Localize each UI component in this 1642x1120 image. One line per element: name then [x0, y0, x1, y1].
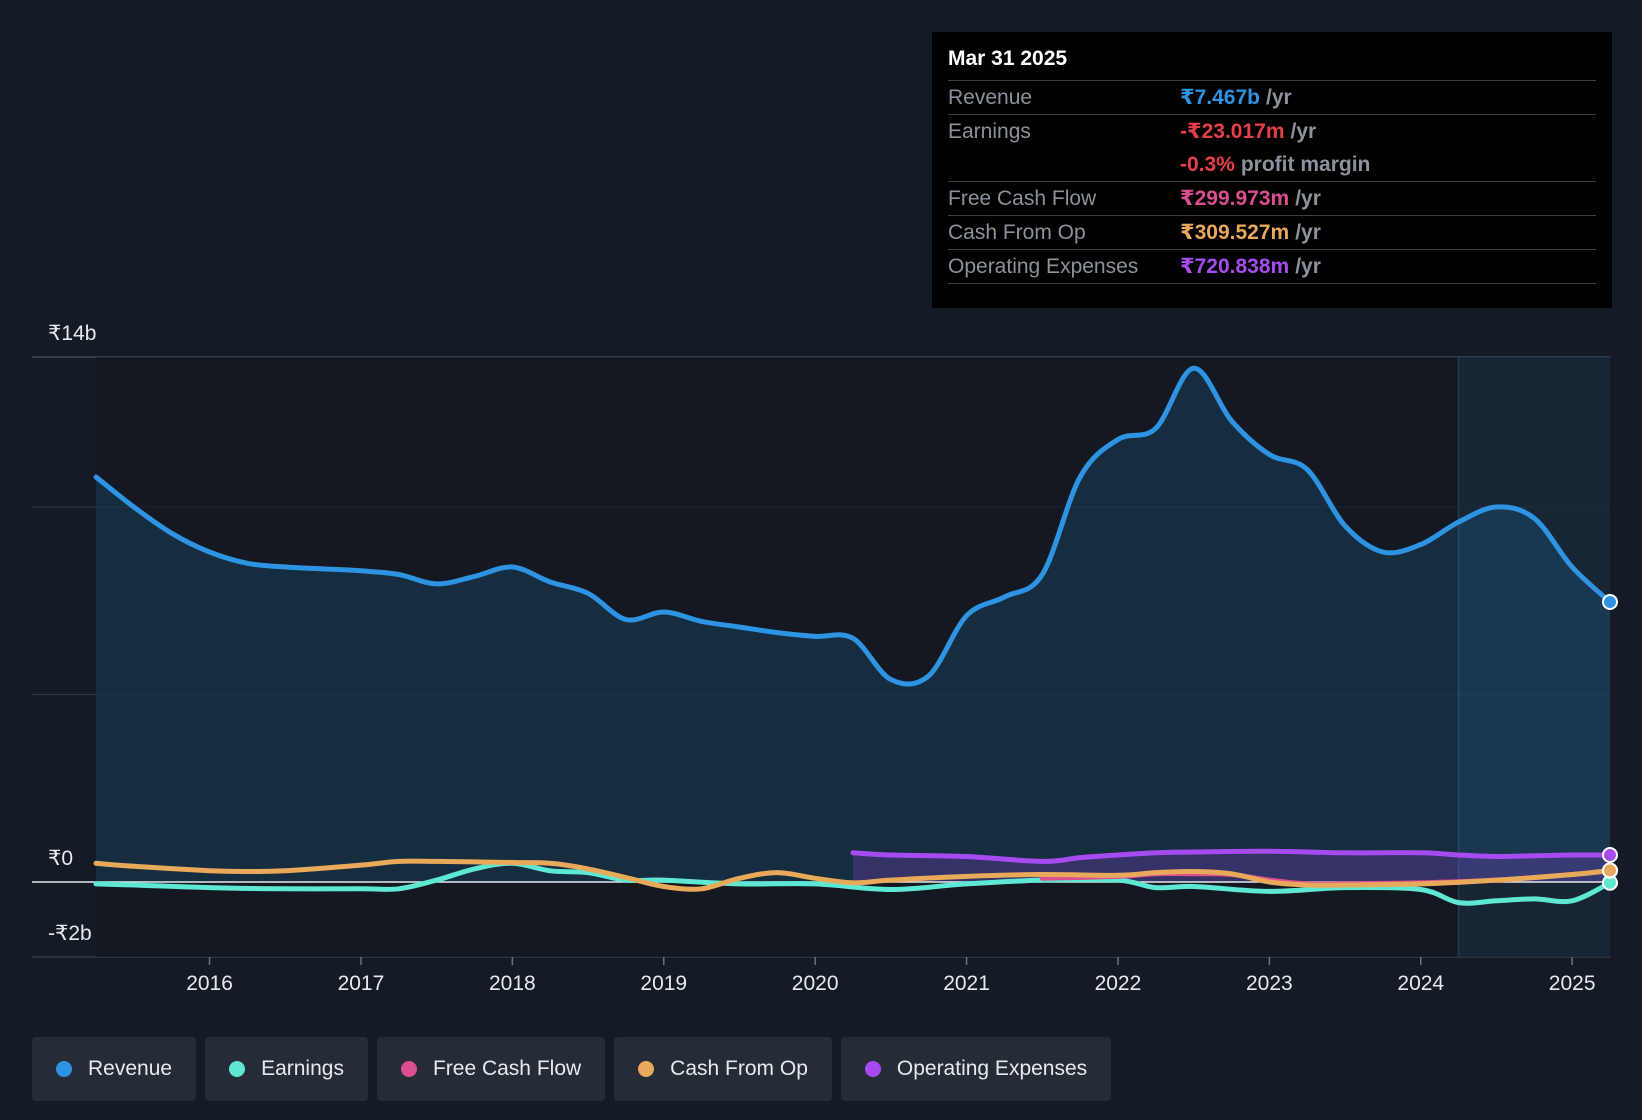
x-tick-label: 2025: [1549, 972, 1596, 995]
legend-dot-icon: [229, 1061, 246, 1077]
x-axis: 2016 2017 2018 2019 2020 2021 2022 2023 2024 2025: [186, 957, 1596, 995]
line-cash-from-op: [93, 858, 1613, 892]
series-endpoints: [1602, 593, 1618, 891]
tooltip-row-operating-expenses: Operating Expenses ₹720.838m /yr: [948, 249, 1596, 284]
legend-dot-icon: [638, 1061, 655, 1077]
legend-label: Revenue: [88, 1057, 173, 1080]
tooltip-row-revenue: Revenue ₹7.467b /yr: [948, 80, 1596, 114]
x-tick-label: 2022: [1095, 972, 1142, 995]
tooltip-row-cash-from-op: Cash From Op ₹309.527m /yr: [948, 215, 1596, 249]
tooltip-row-profit-margin: -0.3% profit margin: [948, 148, 1596, 181]
legend-item-revenue[interactable]: Revenue: [32, 1037, 197, 1101]
tooltip-date: Mar 31 2025: [948, 47, 1068, 70]
legend-item-earnings[interactable]: Earnings: [205, 1037, 368, 1101]
tooltip-unit: /yr: [1295, 255, 1321, 278]
legend-item-cash-from-op[interactable]: Cash From Op: [614, 1037, 832, 1101]
x-tick-label: 2024: [1397, 972, 1444, 995]
tooltip-value: ₹7.467b: [1180, 86, 1260, 109]
x-tick-label: 2017: [338, 972, 385, 995]
series-lines: [93, 365, 1613, 906]
tooltip-unit: /yr: [1266, 86, 1292, 109]
legend-label: Operating Expenses: [896, 1057, 1088, 1080]
tooltip-unit: profit margin: [1240, 153, 1371, 176]
data-tooltip: Mar 31 2025 Revenue ₹7.467b /yr Earnings…: [932, 32, 1612, 308]
endpoint-revenue: [1602, 593, 1618, 610]
legend-dot-icon: [864, 1061, 881, 1077]
legend-dot-icon: [56, 1061, 72, 1077]
x-tick-label: 2019: [640, 972, 687, 995]
tooltip-unit: /yr: [1290, 120, 1317, 143]
tooltip-unit: /yr: [1295, 187, 1321, 210]
legend-label: Earnings: [261, 1057, 344, 1080]
endpoint-cash-from-op: [1602, 862, 1618, 879]
legend-dot-icon: [400, 1061, 417, 1077]
x-tick-label: 2021: [943, 972, 990, 995]
x-tick-label: 2023: [1246, 972, 1293, 995]
tooltip-label: Revenue: [948, 86, 1033, 109]
line-revenue: [93, 365, 1613, 687]
tooltip-label: Free Cash Flow: [948, 187, 1097, 210]
area-revenue: [96, 368, 1610, 883]
tooltip-label: Cash From Op: [948, 221, 1086, 244]
x-tick-label: 2020: [792, 972, 839, 995]
tooltip-label: [948, 148, 1180, 181]
tooltip-value: -₹23.017m: [1180, 120, 1285, 143]
tooltip-value: ₹720.838m: [1180, 255, 1290, 278]
legend-label: Cash From Op: [670, 1057, 808, 1080]
tooltip-row-free-cash-flow: Free Cash Flow ₹299.973m /yr: [948, 181, 1596, 215]
tooltip-unit: /yr: [1295, 221, 1321, 244]
y-tick-bottom: -₹2b: [48, 922, 92, 945]
tooltip-row-earnings: Earnings -₹23.017m /yr: [948, 114, 1596, 148]
x-tick-label: 2018: [489, 972, 536, 995]
y-tick-zero: ₹0: [48, 847, 73, 870]
tooltip-value: ₹309.527m: [1180, 221, 1290, 244]
line-earnings: [93, 860, 1613, 906]
chart-legend: Revenue Earnings Free Cash Flow Cash Fro…: [32, 1037, 1112, 1101]
legend-item-free-cash-flow[interactable]: Free Cash Flow: [376, 1037, 606, 1101]
tooltip-value: -0.3%: [1180, 153, 1235, 176]
line-operating-expenses: [850, 848, 1613, 864]
y-tick-top: ₹14b: [48, 322, 96, 345]
plot-background: [96, 357, 1610, 957]
grid-lines: [32, 356, 1610, 958]
endpoint-operating-expenses: [1602, 847, 1618, 863]
legend-item-operating-expenses[interactable]: Operating Expenses: [840, 1037, 1112, 1101]
tooltip-label: Operating Expenses: [948, 255, 1139, 278]
x-tick-label: 2016: [186, 972, 233, 995]
legend-label: Free Cash Flow: [432, 1057, 582, 1080]
tooltip-label: Earnings: [948, 120, 1031, 143]
tooltip-value: ₹299.973m: [1180, 187, 1290, 210]
